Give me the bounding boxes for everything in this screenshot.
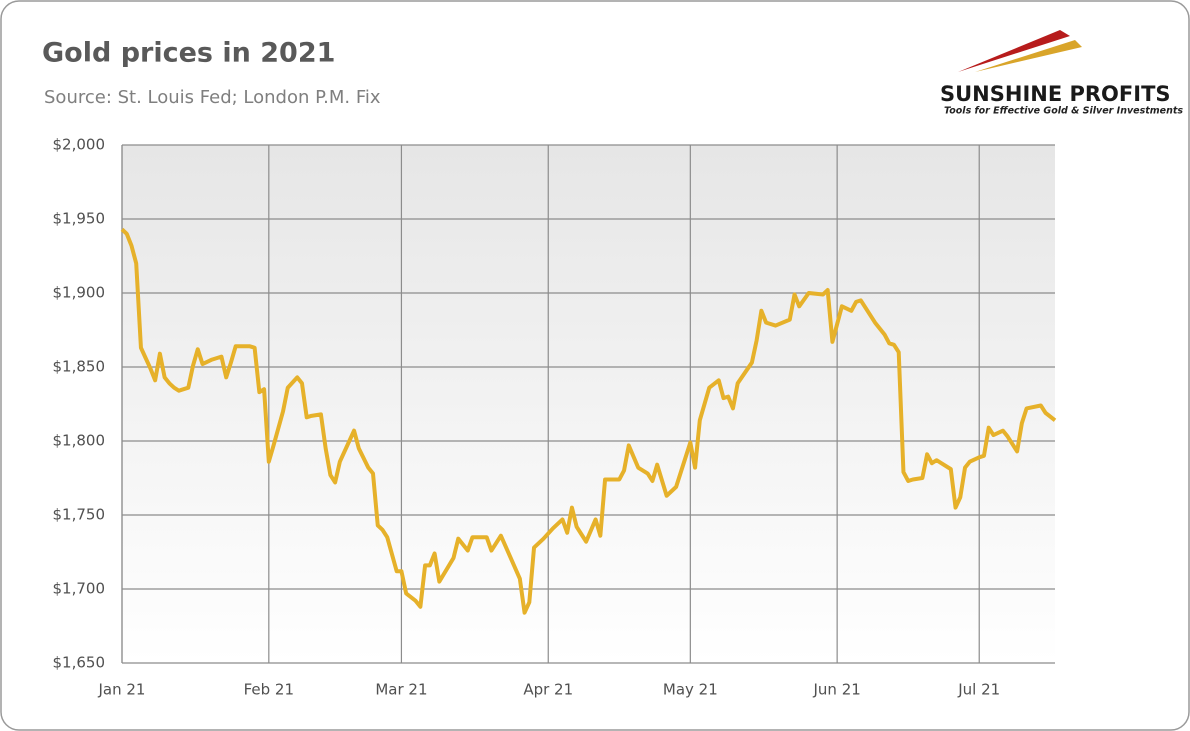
y-tick-label: $1,950 <box>53 210 106 228</box>
x-tick-label: Jan 21 <box>98 681 146 699</box>
logo: SUNSHINE PROFITS Tools for Effective Gol… <box>940 30 1183 117</box>
x-tick-label: Apr 21 <box>523 681 573 699</box>
logo-tagline: Tools for Effective Gold & Silver Invest… <box>944 106 1183 117</box>
plot-area <box>122 145 1055 663</box>
y-tick-label: $1,850 <box>53 358 106 376</box>
x-tick-label: Mar 21 <box>375 681 427 699</box>
x-tick-label: Feb 21 <box>244 681 294 699</box>
y-tick-label: $1,650 <box>53 654 106 672</box>
chart-title: Gold prices in 2021 <box>42 38 335 69</box>
logo-swoosh <box>958 30 1070 72</box>
y-tick-label: $1,900 <box>53 284 106 302</box>
logo-swoosh <box>975 40 1082 72</box>
price-line <box>120 227 1057 615</box>
y-tick-label: $2,000 <box>53 136 106 154</box>
y-tick-label: $1,700 <box>53 580 106 598</box>
y-tick-label: $1,800 <box>53 432 106 450</box>
x-tick-label: Jun 21 <box>812 681 860 699</box>
x-tick-label: Jul 21 <box>957 681 1000 699</box>
y-tick-label: $1,750 <box>53 506 106 524</box>
logo-name: SUNSHINE PROFITS <box>940 82 1171 106</box>
chart-subtitle: Source: St. Louis Fed; London P.M. Fix <box>44 87 381 108</box>
x-tick-label: May 21 <box>663 681 718 699</box>
